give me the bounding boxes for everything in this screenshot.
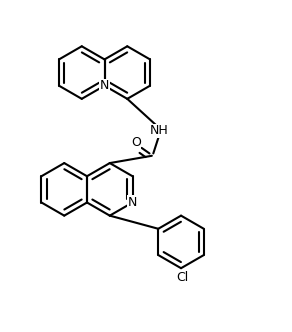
Text: N: N [128, 196, 137, 209]
Text: O: O [131, 136, 141, 149]
Text: N: N [100, 79, 109, 92]
Text: Cl: Cl [176, 271, 189, 284]
Text: NH: NH [150, 124, 168, 137]
